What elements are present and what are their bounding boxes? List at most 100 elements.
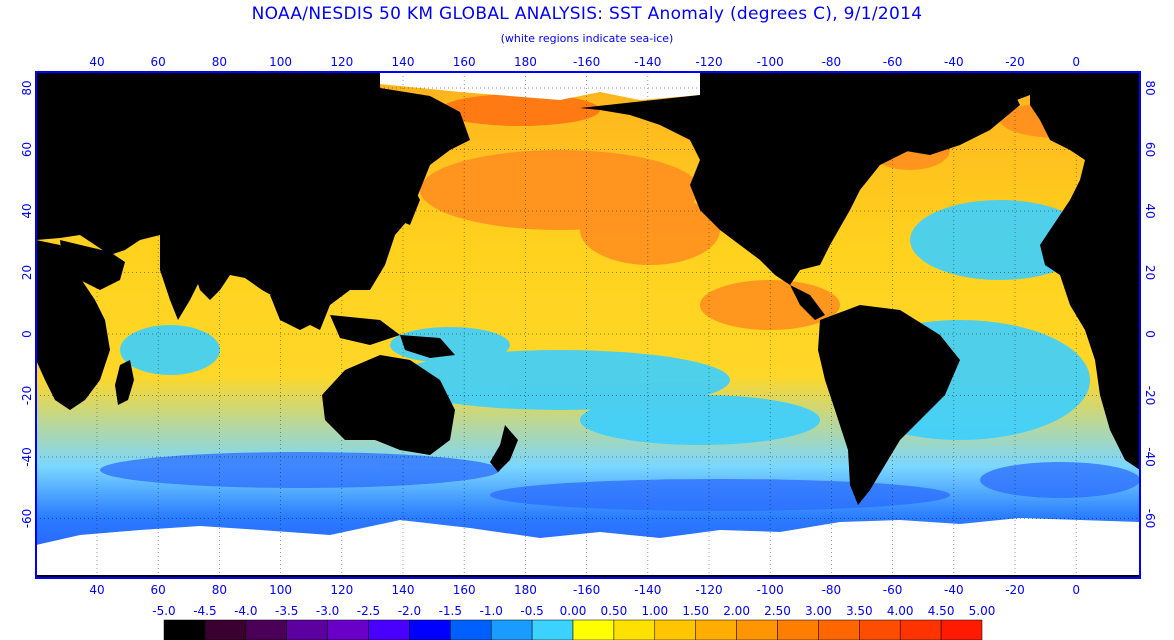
lat-label-left: 0 xyxy=(20,330,34,338)
lon-label-top: 80 xyxy=(212,55,227,69)
colorbar-swatch xyxy=(490,619,533,640)
lon-label-bottom: -40 xyxy=(944,583,964,597)
colorbar-label: -4.5 xyxy=(193,604,216,618)
colorbar-swatch xyxy=(818,619,860,640)
colorbar-label: -2.0 xyxy=(398,604,421,618)
colorbar-label: 1.00 xyxy=(641,604,668,618)
lat-label-left: -40 xyxy=(20,447,34,467)
latitude-labels-right: 80 60 40 20 0 -20 -40 -60 xyxy=(1143,80,1157,528)
colorbar-label: -1.0 xyxy=(479,604,502,618)
lat-label-left: -60 xyxy=(20,509,34,529)
lon-label-bottom: -160 xyxy=(573,583,600,597)
lat-label-right: 20 xyxy=(1143,265,1157,280)
lon-label-top: 180 xyxy=(514,55,537,69)
lon-label-top: 100 xyxy=(269,55,292,69)
lon-label-top: 0 xyxy=(1072,55,1080,69)
lon-label-bottom: 60 xyxy=(151,583,166,597)
lon-label-bottom: 80 xyxy=(212,583,227,597)
colorbar-swatch xyxy=(368,619,410,640)
colorbar-swatch xyxy=(409,619,451,640)
colorbar-swatch xyxy=(163,619,206,640)
colorbar-swatch xyxy=(899,619,942,640)
land-masses xyxy=(36,72,1140,578)
lon-label-bottom: 0 xyxy=(1072,583,1080,597)
colorbar-label: 2.50 xyxy=(764,604,791,618)
colorbar-swatch xyxy=(204,619,247,640)
lon-label-top: -100 xyxy=(757,55,784,69)
lat-label-right: 0 xyxy=(1143,330,1157,338)
lat-label-right: -20 xyxy=(1143,386,1157,406)
colorbar: -5.0 -4.5 -4.0 -3.5 -3.0 -2.5 -2.0 -1.5 -1.0 -0.5… xyxy=(152,604,995,640)
longitude-labels-bottom: 40 60 80 100 120 140 160 180 -160 -140 -120 -100 -80… xyxy=(89,583,1080,597)
longitude-labels-top: 40 60 80 100 120 140 160 180 -160 -140 -120 -100 -80… xyxy=(89,55,1080,69)
colorbar-label: -3.0 xyxy=(316,604,339,618)
lon-label-bottom: -120 xyxy=(695,583,722,597)
lon-label-bottom: -100 xyxy=(757,583,784,597)
lon-label-bottom: 120 xyxy=(330,583,353,597)
lon-label-bottom: 160 xyxy=(453,583,476,597)
colorbar-label: -1.5 xyxy=(439,604,462,618)
colorbar-label: -2.5 xyxy=(357,604,380,618)
lat-label-left: -20 xyxy=(20,386,34,406)
lon-label-top: 40 xyxy=(89,55,104,69)
colorbar-label: 0.50 xyxy=(601,604,628,618)
lon-label-top: 160 xyxy=(453,55,476,69)
colorbar-label: 3.50 xyxy=(846,604,873,618)
lat-label-right: 80 xyxy=(1143,80,1157,95)
lon-label-top: -140 xyxy=(634,55,661,69)
lon-label-top: -40 xyxy=(944,55,964,69)
colorbar-label: 2.00 xyxy=(723,604,750,618)
latitude-labels-left: 80 60 40 20 0 -20 -40 -60 xyxy=(20,80,34,528)
colorbar-label: 4.50 xyxy=(928,604,955,618)
colorbar-label: 0.00 xyxy=(560,604,587,618)
lat-label-left: 40 xyxy=(20,203,34,218)
colorbar-label: 3.00 xyxy=(805,604,832,618)
colorbar-swatch xyxy=(531,619,574,640)
lat-label-left: 60 xyxy=(20,142,34,157)
colorbar-label: -5.0 xyxy=(152,604,175,618)
colorbar-label: -4.0 xyxy=(234,604,257,618)
lon-label-bottom: -60 xyxy=(883,583,903,597)
lat-label-right: 40 xyxy=(1143,203,1157,218)
lon-label-top: -160 xyxy=(573,55,600,69)
colorbar-swatch xyxy=(245,619,287,640)
lon-label-bottom: 40 xyxy=(89,583,104,597)
colorbar-swatch xyxy=(450,619,492,640)
colorbar-swatch xyxy=(286,619,328,640)
colorbar-swatch xyxy=(654,619,696,640)
arctic-sea-ice xyxy=(380,72,700,100)
colorbar-swatch xyxy=(777,619,819,640)
graticule xyxy=(36,72,1140,578)
colorbar-swatch xyxy=(940,619,983,640)
colorbar-swatch xyxy=(859,619,901,640)
colorbar-label: -0.5 xyxy=(520,604,543,618)
lon-label-top: 120 xyxy=(330,55,353,69)
lon-label-bottom: -80 xyxy=(822,583,842,597)
lat-label-right: -40 xyxy=(1143,447,1157,467)
colorbar-swatch xyxy=(572,619,615,640)
lon-label-top: -120 xyxy=(695,55,722,69)
lat-label-left: 80 xyxy=(20,80,34,95)
antarctic-sea-ice xyxy=(36,518,1140,578)
lon-label-bottom: 140 xyxy=(392,583,415,597)
colorbar-swatch xyxy=(736,619,778,640)
map-title: NOAA/NESDIS 50 KM GLOBAL ANALYSIS: SST A… xyxy=(251,4,923,24)
colorbar-label: -3.5 xyxy=(275,604,298,618)
lon-label-bottom: -140 xyxy=(634,583,661,597)
lon-label-bottom: 180 xyxy=(514,583,537,597)
lon-label-bottom: -20 xyxy=(1005,583,1025,597)
colorbar-swatch xyxy=(327,619,369,640)
lon-label-top: -80 xyxy=(822,55,842,69)
colorbar-label: 4.00 xyxy=(887,604,914,618)
lat-label-right: -60 xyxy=(1143,509,1157,529)
lat-label-right: 60 xyxy=(1143,142,1157,157)
lon-label-top: 140 xyxy=(392,55,415,69)
colorbar-swatch xyxy=(695,619,737,640)
colorbar-label: 5.00 xyxy=(969,604,996,618)
lon-label-top: -20 xyxy=(1005,55,1025,69)
lon-label-bottom: 100 xyxy=(269,583,292,597)
map-subtitle: (white regions indicate sea-ice) xyxy=(500,32,674,45)
lon-label-top: 60 xyxy=(151,55,166,69)
colorbar-label: 1.50 xyxy=(682,604,709,618)
